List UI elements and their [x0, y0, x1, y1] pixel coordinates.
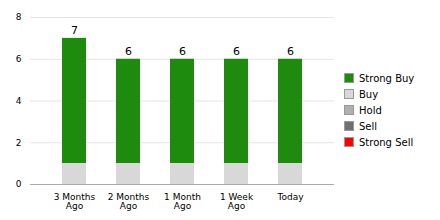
svg-text:1 WeekAgo: 1 WeekAgo [220, 191, 254, 210]
html-text:Buy: Buy [359, 88, 379, 100]
svg-text:1 MonthAgo: 1 MonthAgo [164, 191, 201, 210]
html-text:Strong Buy: Strong Buy [359, 72, 415, 84]
svg-text:6: 6 [287, 45, 294, 58]
html-text:Hold: Hold [359, 104, 382, 116]
svg-text:6: 6 [16, 54, 22, 64]
svg-text:2: 2 [16, 137, 22, 147]
svg-text:6: 6 [233, 45, 240, 58]
svg-text:6: 6 [125, 45, 132, 58]
svg-text:3 MonthsAgo: 3 MonthsAgo [54, 191, 96, 210]
svg-text:2 MonthsAgo: 2 MonthsAgo [108, 191, 150, 210]
svg-text:Today: Today [276, 191, 304, 201]
svg-text:0: 0 [16, 179, 22, 189]
svg-text:6: 6 [179, 45, 186, 58]
html-text:Strong Sell: Strong Sell [359, 136, 414, 148]
svg-text:7: 7 [71, 24, 78, 37]
svg-text:8: 8 [16, 12, 22, 22]
svg-text:4: 4 [16, 95, 22, 105]
html-text:Sell: Sell [359, 120, 378, 132]
